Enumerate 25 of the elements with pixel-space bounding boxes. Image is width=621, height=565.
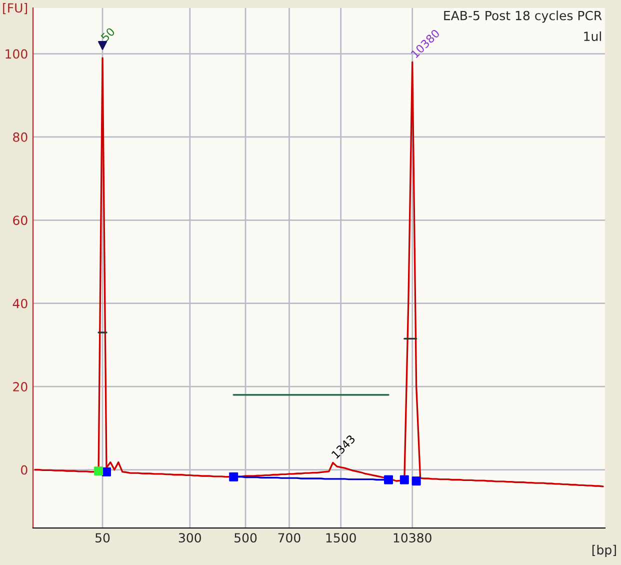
point bbox=[400, 475, 409, 484]
y-tick-label: 60 bbox=[13, 216, 28, 226]
y-tick-label: 0 bbox=[21, 465, 28, 475]
annotation: 50 bbox=[100, 27, 116, 42]
point bbox=[412, 476, 421, 486]
y-tick-label: 100 bbox=[6, 49, 28, 59]
text: 1ul bbox=[584, 31, 601, 42]
point bbox=[384, 475, 394, 484]
x-tick-label: 1500 bbox=[326, 533, 356, 543]
chart-title: EAB-5 Post 18 cycles PCR bbox=[444, 10, 602, 23]
y-tick-label: 20 bbox=[13, 382, 28, 392]
point bbox=[102, 467, 111, 476]
x-tick-label: 700 bbox=[278, 533, 300, 543]
point bbox=[98, 40, 108, 50]
x-axis-title: [bp] bbox=[592, 544, 616, 557]
x-tick-label: 10380 bbox=[394, 533, 432, 543]
point bbox=[229, 472, 238, 482]
x-tick-label: 50 bbox=[96, 533, 110, 543]
y-tick-label: 40 bbox=[12, 298, 28, 308]
point bbox=[94, 466, 104, 476]
y-axis-title: [FU] bbox=[3, 3, 28, 14]
line-series bbox=[34, 57, 604, 488]
x-tick-label: 300 bbox=[178, 533, 201, 543]
y-tick-label: 80 bbox=[13, 132, 28, 142]
x-tick-label: 500 bbox=[234, 533, 257, 543]
